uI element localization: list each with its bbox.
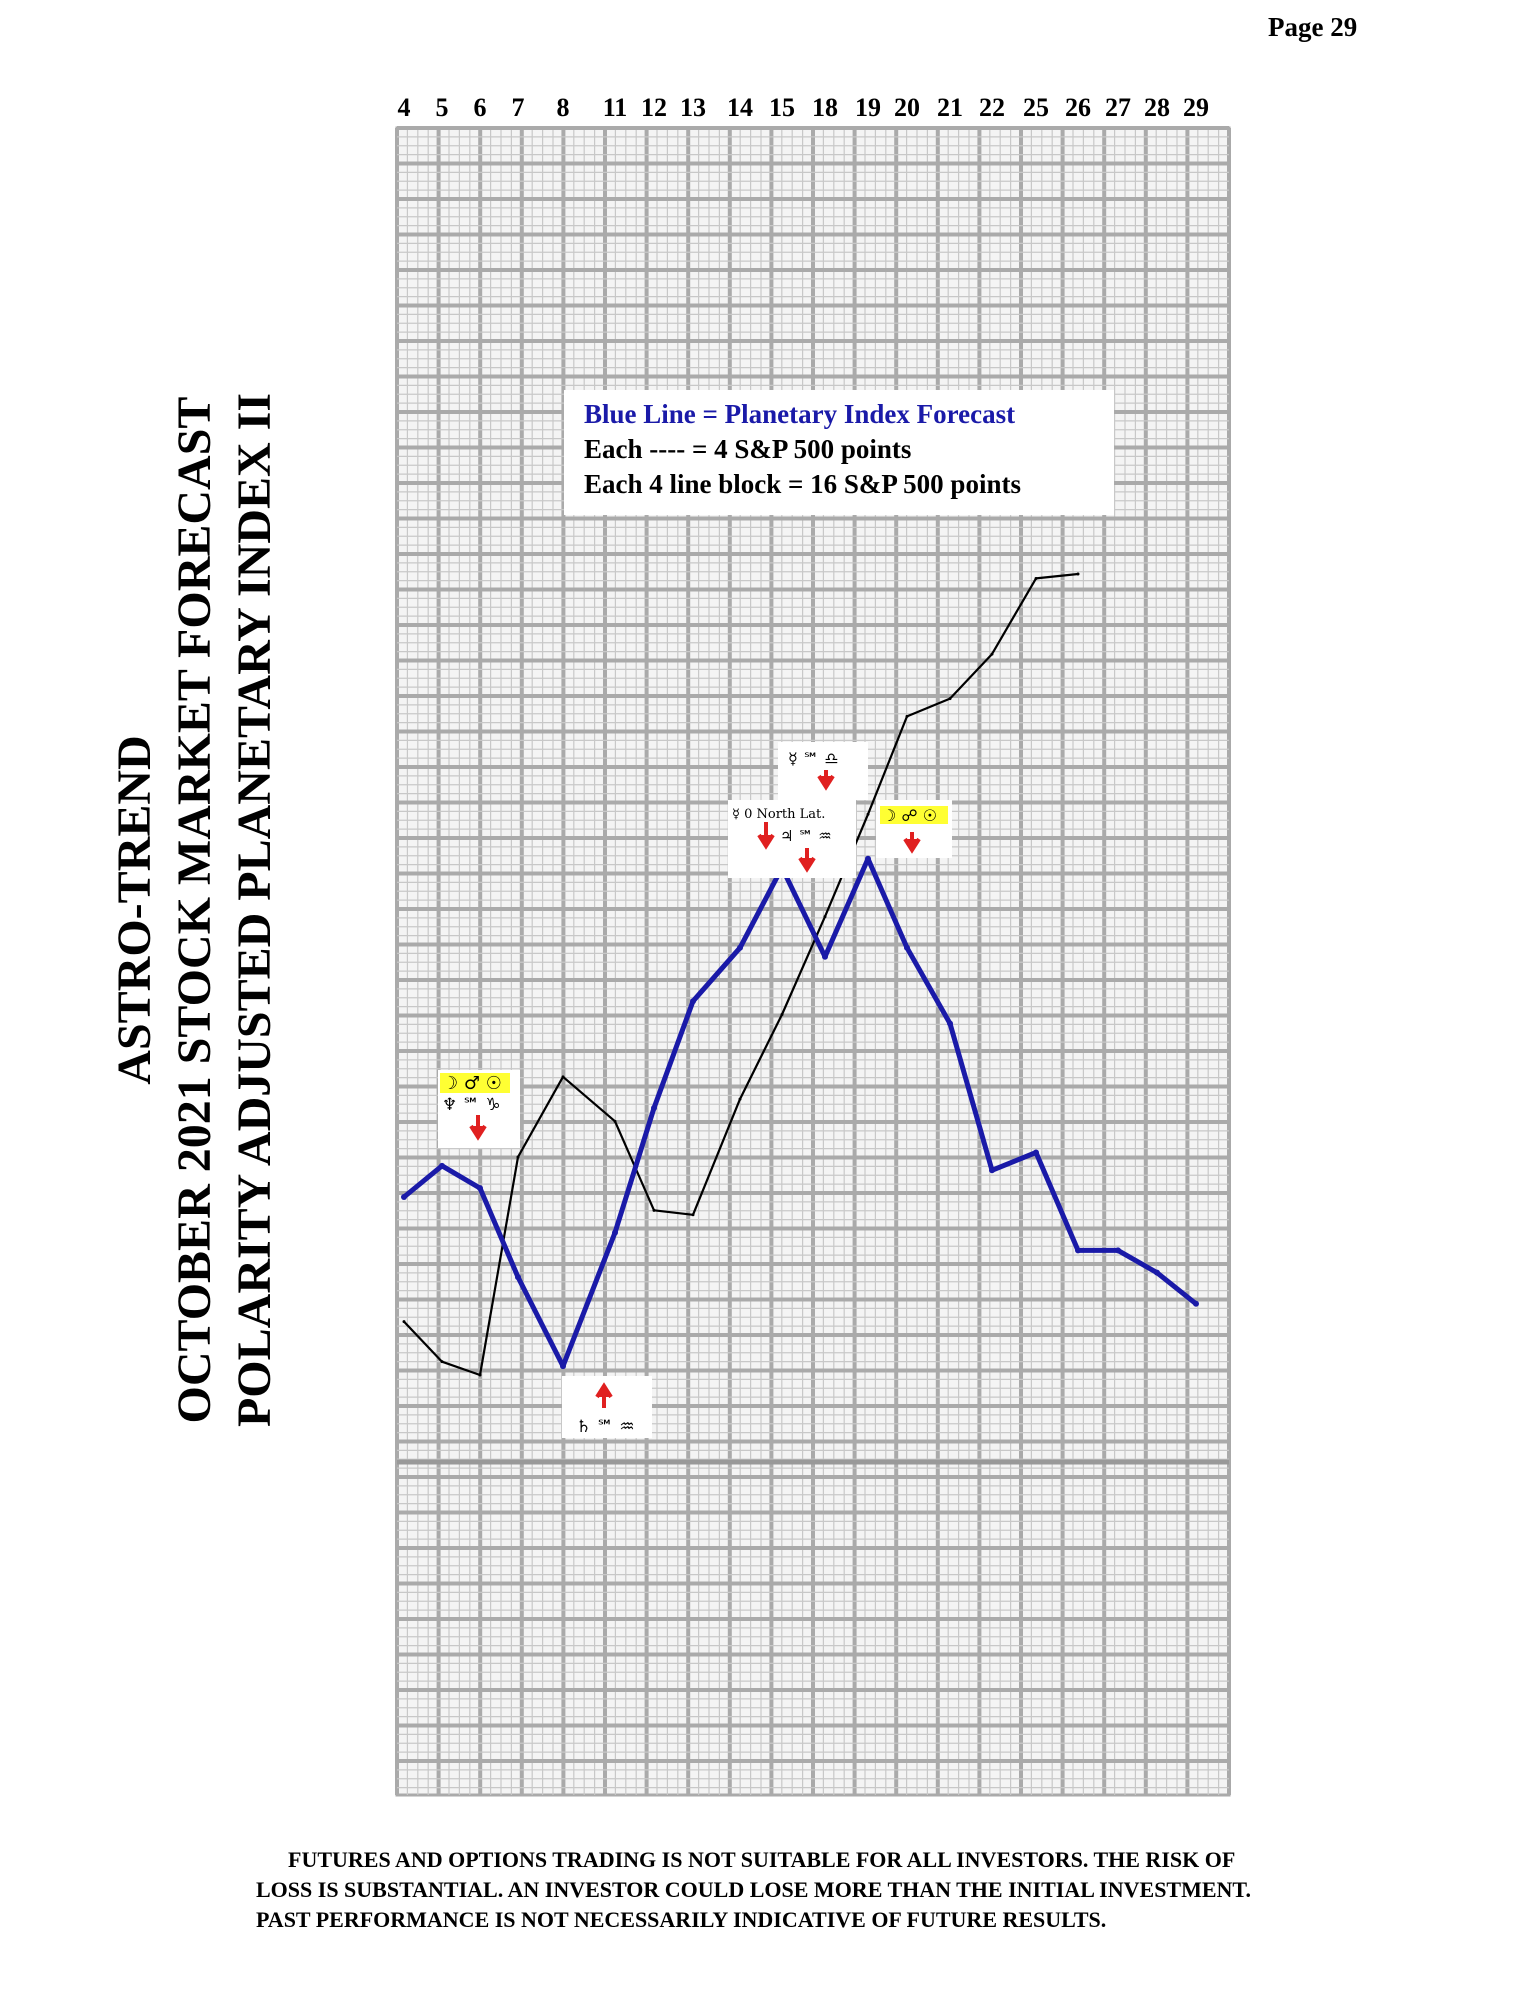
x-tick-label: 21: [937, 93, 963, 122]
actual-point: [780, 1013, 784, 1017]
forecast-point: [1033, 1149, 1039, 1156]
x-tick-label: 12: [641, 93, 667, 122]
actual-point: [516, 1155, 520, 1159]
disclaimer-line-3: PAST PERFORMANCE IS NOT NECESSARILY INDI…: [256, 1907, 1107, 1932]
x-tick-label: 15: [769, 93, 795, 122]
x-tick-label: 7: [512, 93, 525, 122]
forecast-point: [515, 1274, 521, 1281]
down-arrow-icon: [817, 770, 835, 791]
x-tick-label: 13: [680, 93, 706, 122]
actual-point: [613, 1119, 617, 1123]
x-tick-label: 19: [855, 93, 881, 122]
forecast-point: [822, 953, 828, 960]
actual-point: [691, 1213, 695, 1217]
annotation-latitude: ☿ 0 North Lat.: [732, 807, 825, 822]
risk-disclaimer: FUTURES AND OPTIONS TRADING IS NOT SUITA…: [256, 1845, 1436, 1935]
annotation-oct-18: ☿ ℠ ♎: [778, 742, 868, 800]
legend: Blue Line = Planetary Index Forecast Eac…: [564, 390, 1114, 515]
forecast-point: [690, 998, 696, 1005]
annotation-oct-15: ☿ 0 North Lat. ♃ ℠ ♒: [728, 800, 856, 878]
x-tick-label: 4: [398, 93, 411, 122]
actual-point: [402, 1320, 406, 1324]
forecast-point: [560, 1363, 566, 1370]
x-tick-label: 29: [1183, 93, 1209, 122]
forecast-point: [1115, 1247, 1121, 1254]
x-tick-label: 18: [812, 93, 838, 122]
actual-point: [990, 652, 994, 656]
legend-line-1: Blue Line = Planetary Index Forecast: [584, 399, 1015, 429]
x-tick-label: 27: [1105, 93, 1131, 122]
down-arrow-icon: [903, 832, 921, 854]
actual-point: [948, 697, 952, 701]
down-arrow-icon: [757, 822, 775, 850]
annotation-aspect: ☽ ♂ ☉: [442, 1073, 502, 1094]
down-arrow-icon: [469, 1115, 487, 1141]
legend-line-2: Each ---- = 4 S&P 500 points: [584, 434, 911, 464]
annotation-aspect: ☽ ☍ ☉: [882, 806, 937, 825]
annotation-station: ♃ ℠ ♒: [780, 827, 832, 845]
down-arrow-icon: [798, 848, 816, 873]
forecast-point: [401, 1194, 407, 1200]
x-tick-label: 5: [436, 93, 449, 122]
actual-point: [561, 1075, 565, 1079]
x-tick-label: 11: [603, 93, 628, 122]
up-arrow-icon: [595, 1382, 613, 1408]
forecast-series-line: [402, 856, 1198, 1369]
actual-point: [738, 1097, 742, 1101]
x-tick-label: 6: [474, 93, 487, 122]
annotation-oct-6: ☽ ♂ ☉ ♆ ℠ ♑: [438, 1070, 520, 1148]
actual-point: [1034, 576, 1038, 580]
x-tick-labels: 4 5 6 7 8 11 12 13 14 15 18 19 20 21 22 25 26 27 28 29: [398, 93, 1210, 122]
annotation-oct-19: ☽ ☍ ☉: [876, 800, 952, 858]
disclaimer-line-1: FUTURES AND OPTIONS TRADING IS NOT SUITA…: [288, 1847, 1236, 1872]
forecast-point: [439, 1162, 445, 1169]
forecast-point: [904, 944, 910, 951]
x-tick-label: 25: [1023, 93, 1049, 122]
annotation-station: ♄ ℠ ♒: [576, 1417, 635, 1437]
x-tick-label: 8: [557, 93, 570, 122]
forecast-point: [865, 855, 871, 862]
disclaimer-line-2: LOSS IS SUBSTANTIAL. AN INVESTOR COULD L…: [256, 1877, 1251, 1902]
actual-point: [866, 812, 870, 816]
forecast-point: [477, 1185, 483, 1192]
actual-point: [478, 1373, 482, 1377]
annotation-station: ♆ ℠ ♑: [442, 1095, 501, 1115]
x-tick-label: 14: [727, 93, 753, 122]
forecast-point: [947, 1020, 953, 1027]
actual-point: [823, 915, 827, 919]
x-tick-label: 26: [1065, 93, 1091, 122]
legend-line-3: Each 4 line block = 16 S&P 500 points: [584, 469, 1021, 499]
forecast-point: [737, 944, 743, 951]
annotation-station: ☿ ℠ ♎: [788, 749, 839, 768]
forecast-point: [1154, 1269, 1160, 1276]
x-tick-label: 28: [1144, 93, 1170, 122]
forecast-point: [1193, 1300, 1199, 1307]
page-number: Page 29: [1268, 12, 1358, 42]
forecast-point: [612, 1229, 618, 1236]
forecast-point: [651, 1105, 657, 1111]
annotation-oct-11: ♄ ℠ ♒: [562, 1376, 652, 1438]
forecast-point: [1075, 1247, 1081, 1254]
actual-point: [652, 1208, 656, 1212]
chart-grid: [395, 126, 1231, 1797]
x-tick-label: 22: [979, 93, 1005, 122]
series-lines: [401, 572, 1199, 1377]
actual-point: [440, 1360, 444, 1364]
actual-point: [1076, 572, 1080, 576]
forecast-point: [989, 1167, 995, 1174]
actual-point: [905, 714, 909, 718]
x-tick-label: 20: [894, 93, 920, 122]
